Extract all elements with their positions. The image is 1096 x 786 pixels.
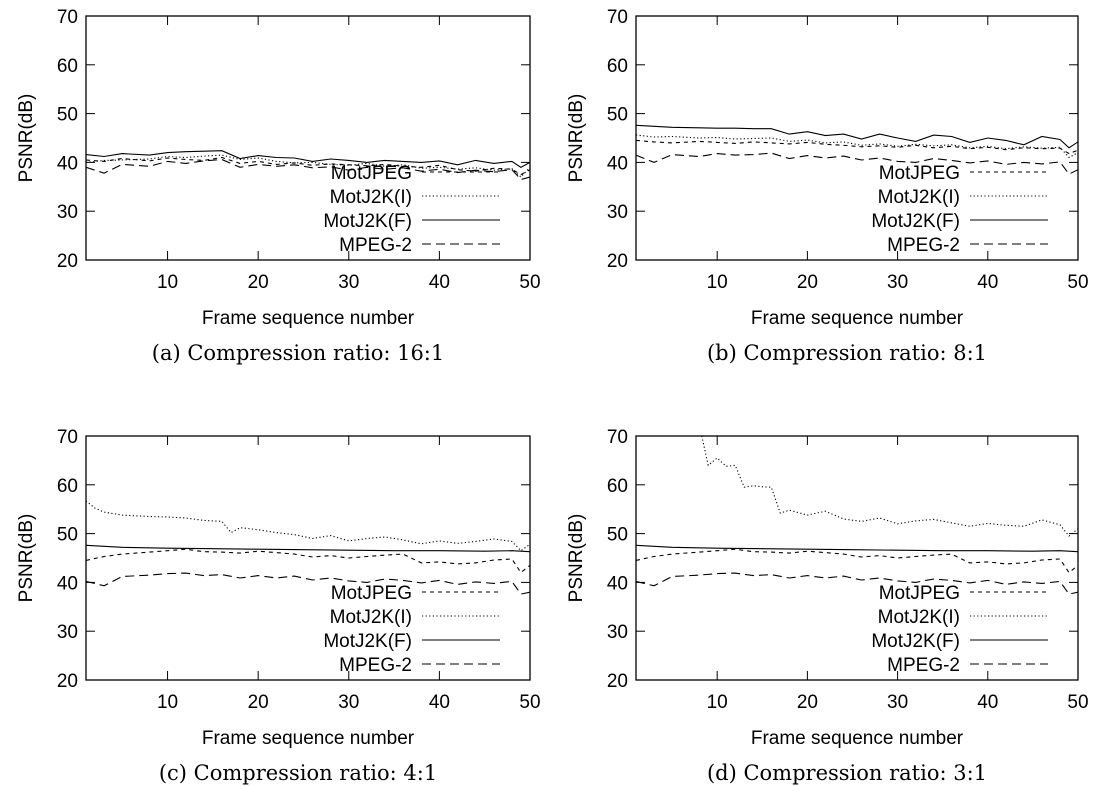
y-tick-label: 60 bbox=[57, 476, 78, 497]
x-tick-label: 10 bbox=[707, 272, 728, 293]
y-tick-label: 70 bbox=[57, 7, 78, 28]
y-tick-label: 40 bbox=[57, 153, 78, 174]
y-tick-label: 50 bbox=[607, 105, 628, 126]
y-tick-label: 70 bbox=[57, 427, 78, 448]
x-tick-label: 30 bbox=[887, 272, 908, 293]
legend-label: MotJPEG bbox=[879, 583, 960, 604]
legend-label: MotJ2K(I) bbox=[330, 187, 412, 208]
y-tick-label: 30 bbox=[607, 202, 628, 223]
series-line-motj2k-f bbox=[86, 150, 530, 168]
plot-frame bbox=[85, 435, 531, 681]
x-tick-label: 40 bbox=[977, 272, 998, 293]
y-axis-label: PSNR(dB) bbox=[566, 514, 587, 603]
y-axis-label: PSNR(dB) bbox=[566, 94, 587, 183]
y-tick-label: 60 bbox=[607, 56, 628, 77]
series-line-motjpeg bbox=[636, 139, 1078, 155]
y-tick-label: 50 bbox=[607, 525, 628, 546]
plot-frame bbox=[635, 15, 1079, 261]
x-axis-label: Frame sequence number bbox=[202, 308, 415, 329]
figure-caption: (c) Compression ratio: 4:1 bbox=[159, 761, 437, 785]
x-axis-label: Frame sequence number bbox=[202, 728, 415, 749]
x-tick-label: 30 bbox=[338, 692, 359, 713]
x-tick-label: 50 bbox=[519, 692, 540, 713]
y-tick-label: 30 bbox=[57, 202, 78, 223]
x-tick-label: 10 bbox=[707, 692, 728, 713]
y-axis-label: PSNR(dB) bbox=[16, 514, 37, 603]
series-line-motj2k-f bbox=[636, 544, 1078, 553]
y-tick-label: 30 bbox=[57, 622, 78, 643]
y-tick-label: 60 bbox=[57, 56, 78, 77]
chart-panel-2: 20 30 40 50 60 70 10 20 30 40 50 Frame sequence num… bbox=[566, 7, 1089, 365]
series-line-motj2k-f bbox=[636, 124, 1078, 149]
x-tick-label: 50 bbox=[1067, 692, 1088, 713]
legend-label: MPEG-2 bbox=[339, 655, 412, 676]
y-tick-label: 40 bbox=[57, 573, 78, 594]
x-tick-label: 10 bbox=[157, 272, 178, 293]
x-tick-label: 40 bbox=[977, 692, 998, 713]
series-line-motj2k-i bbox=[636, 134, 1078, 159]
x-tick-label: 20 bbox=[248, 692, 269, 713]
series-line-motj2k-i bbox=[86, 154, 530, 178]
legend-label: MPEG-2 bbox=[887, 655, 960, 676]
x-axis-label: Frame sequence number bbox=[751, 308, 964, 329]
x-tick-label: 20 bbox=[248, 272, 269, 293]
x-tick-label: 50 bbox=[519, 272, 540, 293]
x-tick-label: 40 bbox=[429, 272, 450, 293]
chart-panel-3: 20 30 40 50 60 70 10 20 30 40 50 Frame sequence num… bbox=[16, 427, 541, 785]
y-tick-label: 30 bbox=[607, 622, 628, 643]
legend-label: MotJ2K(I) bbox=[878, 187, 960, 208]
series-line-motj2k-i bbox=[701, 436, 1078, 537]
x-tick-label: 30 bbox=[887, 692, 908, 713]
legend-label: MPEG-2 bbox=[887, 235, 960, 256]
series-line-mpeg-2 bbox=[636, 572, 1078, 595]
y-axis-label: PSNR(dB) bbox=[16, 94, 37, 183]
y-tick-label: 40 bbox=[607, 153, 628, 174]
series-line-motjpeg bbox=[636, 548, 1078, 574]
y-tick-label: 70 bbox=[607, 7, 628, 28]
series-line-mpeg-2 bbox=[636, 152, 1078, 175]
series-line-mpeg-2 bbox=[86, 572, 530, 595]
x-tick-label: 30 bbox=[338, 272, 359, 293]
y-tick-label: 60 bbox=[607, 476, 628, 497]
series-line-motj2k-f bbox=[86, 544, 530, 553]
legend-label: MotJ2K(I) bbox=[878, 607, 960, 628]
y-tick-label: 70 bbox=[607, 427, 628, 448]
chart-panel-4: 20 30 40 50 60 70 10 20 30 40 50 Frame sequence num… bbox=[566, 427, 1089, 785]
x-tick-label: 10 bbox=[157, 692, 178, 713]
legend-label: MotJ2K(F) bbox=[323, 211, 412, 232]
plot-frame bbox=[635, 435, 1079, 681]
plot-frame bbox=[85, 15, 531, 261]
y-tick-label: 40 bbox=[607, 573, 628, 594]
x-tick-label: 20 bbox=[797, 692, 818, 713]
figure-caption: (d) Compression ratio: 3:1 bbox=[707, 761, 987, 785]
legend-label: MotJPEG bbox=[331, 163, 412, 184]
legend-label: MPEG-2 bbox=[339, 235, 412, 256]
y-tick-label: 20 bbox=[57, 671, 78, 692]
legend-label: MotJPEG bbox=[331, 583, 412, 604]
y-tick-label: 20 bbox=[57, 251, 78, 272]
legend-label: MotJ2K(I) bbox=[330, 607, 412, 628]
figure-caption: (b) Compression ratio: 8:1 bbox=[707, 341, 987, 365]
legend-label: MotJ2K(F) bbox=[323, 631, 412, 652]
legend-label: MotJPEG bbox=[879, 163, 960, 184]
x-tick-label: 40 bbox=[429, 692, 450, 713]
y-tick-label: 20 bbox=[607, 251, 628, 272]
x-axis-label: Frame sequence number bbox=[751, 728, 964, 749]
x-tick-label: 20 bbox=[797, 272, 818, 293]
chart-panel-1: 20 30 40 50 60 70 10 20 30 40 50 Frame sequence num… bbox=[16, 7, 541, 365]
legend-label: MotJ2K(F) bbox=[871, 631, 960, 652]
legend-label: MotJ2K(F) bbox=[871, 211, 960, 232]
y-tick-label: 20 bbox=[607, 671, 628, 692]
x-tick-label: 50 bbox=[1067, 272, 1088, 293]
y-tick-label: 50 bbox=[57, 525, 78, 546]
series-line-mpeg-2 bbox=[86, 158, 530, 181]
y-tick-label: 50 bbox=[57, 105, 78, 126]
figure-caption: (a) Compression ratio: 16:1 bbox=[152, 341, 445, 365]
series-line-motjpeg bbox=[86, 548, 530, 574]
series-line-motj2k-i bbox=[86, 500, 530, 552]
